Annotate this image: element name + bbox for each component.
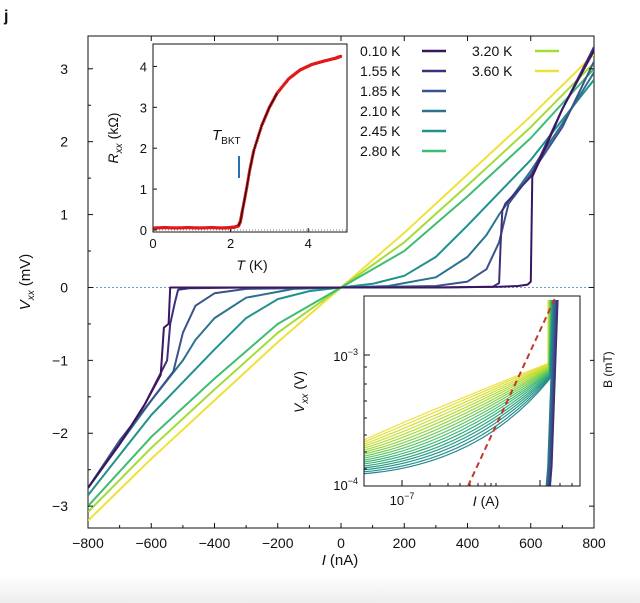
inset2-curve <box>364 299 552 457</box>
inset2-curve <box>364 300 549 441</box>
inset1-x-label: T (K) <box>236 257 267 273</box>
inset1-fit-line <box>237 92 278 227</box>
inset2-curves <box>364 299 559 486</box>
inset2-ytick-upper: 10−3 <box>333 347 358 364</box>
inset2-curve <box>364 299 550 449</box>
inset1-y-tick-label: 2 <box>140 141 147 156</box>
inset2-x-label: I (A) <box>473 493 500 509</box>
legend-label: 3.60 K <box>472 63 513 79</box>
inset2-curve <box>364 299 552 459</box>
inset1-background <box>150 44 350 232</box>
inset1-data <box>153 54 343 230</box>
y-tick-label: 3 <box>60 61 68 77</box>
inset2-curve <box>364 299 554 473</box>
y-axis-label: Vxx(mV) <box>17 254 37 311</box>
inset1-y-label: Rxx(kΩ) <box>105 113 125 164</box>
inset2-curve <box>364 299 553 463</box>
legend-label: 2.80 K <box>360 143 401 159</box>
inset1-y-tick-label: 3 <box>140 100 147 115</box>
inset2-curve <box>364 299 551 455</box>
x-tick-label: −600 <box>135 535 167 551</box>
legend-label: 2.45 K <box>360 123 401 139</box>
inset2-curve <box>364 299 553 465</box>
legend-label: 1.85 K <box>360 83 401 99</box>
y-tick-label: −1 <box>52 352 68 368</box>
y-axis-ticks: −3 −2 −1 0 1 2 3 <box>52 61 594 514</box>
main-plot: −800 −600 −400 −200 0 200 400 600 800 −3−2−10123… <box>17 35 606 569</box>
inset2-ticks <box>364 354 573 487</box>
x-tick-label: −400 <box>199 535 231 551</box>
x-tick-label: 0 <box>337 535 345 551</box>
legend-label: 2.10 K <box>360 103 401 119</box>
inset2-curve <box>364 299 555 475</box>
x-axis-label: I (nA) <box>322 552 359 569</box>
inset2-curve <box>364 299 550 447</box>
y-tick-label: −2 <box>52 425 68 441</box>
clipped-b-label: B (mT) <box>601 351 615 388</box>
inset2-curve <box>364 299 552 461</box>
y-tick-label: −3 <box>52 498 68 514</box>
inset1-y-tick-label: 4 <box>140 59 147 74</box>
inset2-y-label: Vxx(V) <box>291 371 311 413</box>
inset1-ticks: 0 2 4 0 1 2 3 4 <box>140 59 312 251</box>
inset1-x-tick-label: 0 <box>149 236 156 251</box>
series-line-0 <box>88 50 594 489</box>
x-axis-ticks: −800 −600 −400 −200 0 200 400 600 800 <box>72 36 606 551</box>
legend-label: 1.55 K <box>360 63 401 79</box>
inset2-curve <box>364 299 554 469</box>
inset1-y-tick-label: 1 <box>140 182 147 197</box>
inset1-frame <box>152 43 348 233</box>
inset2-curve <box>364 299 551 451</box>
inset1-y-tick-label: 0 <box>140 223 147 238</box>
inset2-curve <box>364 299 553 467</box>
bottom-fade <box>0 575 640 603</box>
inset2-curve <box>364 299 550 445</box>
inset2-dashed-fit <box>467 295 557 487</box>
x-tick-label: 200 <box>393 535 417 551</box>
inset2-curve <box>549 299 559 486</box>
x-tick-label: 400 <box>456 535 480 551</box>
tbkt-annotation: TBKT <box>212 127 241 147</box>
y-tick-label: 0 <box>60 279 68 295</box>
x-tick-label: 800 <box>582 535 606 551</box>
inset2-xtick-label: 10−7 <box>390 491 415 508</box>
legend-label: 3.20 K <box>472 43 513 59</box>
x-tick-label: −800 <box>72 535 104 551</box>
inset-log-vi: 10−3 10−4 10−7 I (A) Vxx(V) <box>291 294 590 509</box>
y-tick-label: 2 <box>60 134 68 150</box>
x-tick-label: 600 <box>519 535 543 551</box>
inset2-curve <box>364 299 551 453</box>
legend: 0.10 K 1.55 K 1.85 K 2.10 K 2.45 K 2.80 K 3.20… <box>360 43 559 159</box>
y-tick-label: 1 <box>60 207 68 223</box>
panel-label: j <box>3 8 8 25</box>
inset2-ytick-lower: 10−4 <box>333 476 358 493</box>
inset1-point <box>339 54 343 59</box>
inset1-x-tick-label: 2 <box>227 236 234 251</box>
inset2-curve <box>364 299 549 443</box>
inset1-x-tick-label: 4 <box>305 236 312 251</box>
legend-label: 0.10 K <box>360 43 401 59</box>
inset2-curve <box>364 299 554 471</box>
inset2-frame <box>363 295 581 487</box>
inset-rxx-vs-t: 0 2 4 0 1 2 3 4 T (K) Rxx(kΩ) TBKT <box>105 43 350 273</box>
x-tick-label: −200 <box>262 535 294 551</box>
